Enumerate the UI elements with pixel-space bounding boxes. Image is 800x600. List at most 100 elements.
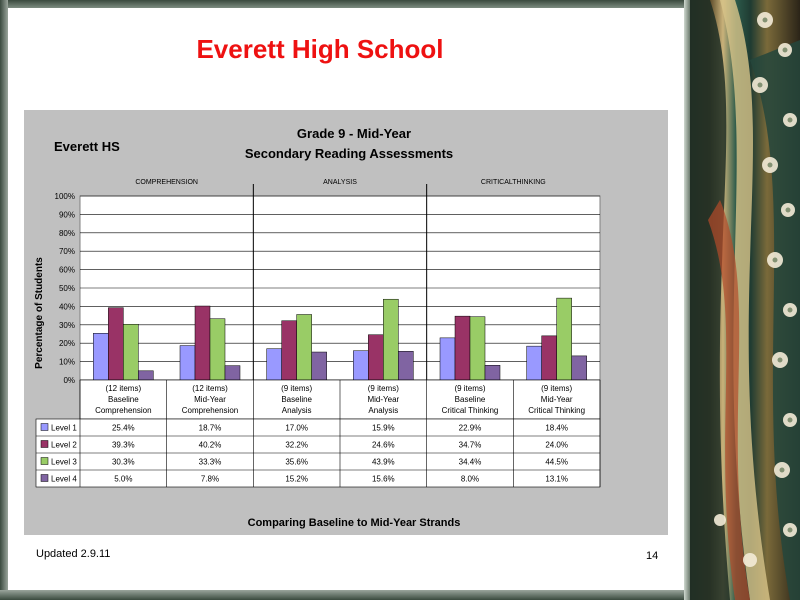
table-cell-value: 43.9% [372,458,395,467]
table-cell-value: 25.4% [112,424,135,433]
bar-level-4 [571,355,587,381]
table-cell-value: 40.2% [199,441,222,450]
y-tick-label: 40% [59,302,75,311]
table-cell-value: 13.1% [545,475,568,484]
y-tick-label: 100% [55,192,75,201]
bar-level-3 [469,316,486,381]
y-tick-label: 90% [59,210,75,219]
bar-level-2 [541,335,557,381]
category-label: (9 items) [454,384,485,393]
category-label: Comprehension [182,406,238,415]
legend-swatch [40,474,49,482]
y-tick-label: 60% [59,266,75,275]
frame-divider [684,0,690,600]
table-cell-value: 15.9% [372,424,395,433]
table-cell-value: 24.6% [372,441,395,450]
bar-level-1 [266,348,282,381]
bar-level-1 [93,333,109,381]
table-cell-value: 18.7% [199,424,222,433]
table-cell-value: 39.3% [112,441,135,450]
table-cell-value: 30.3% [112,458,135,467]
y-axis-ticks: 0% 10% 20% 30% 40% 50% 60% 70% 80% 90% 100% [55,192,75,385]
table-cell-value: 24.0% [545,441,568,450]
bar-level-3 [383,298,399,381]
table-cell-value: 34.7% [459,441,482,450]
category-label: Mid-Year [194,395,226,404]
y-tick-label: 70% [59,247,75,256]
section-label: CRITICALTHINKING [481,179,546,186]
legend-label: Level 1 [51,424,77,433]
bar-level-3 [123,323,139,381]
bar-level-2 [368,334,384,381]
page-number: 14 [646,550,659,562]
legend-swatch [40,440,49,448]
table-cell-value: 8.0% [461,475,479,484]
y-tick-label: 80% [59,229,75,238]
category-label: (9 items) [541,384,572,393]
section-dividers [252,184,428,380]
bar-level-3 [209,318,226,381]
bar-level-4 [224,365,241,381]
decorative-side-panel [690,0,800,600]
category-label: Baseline [108,395,139,404]
bar-level-2 [108,307,124,381]
category-label: Analysis [282,406,312,415]
table-cell-value: 15.2% [285,475,308,484]
section-labels: COMPREHENSION ANALYSIS CRITICALTHINKING [135,179,545,186]
bar-level-3 [556,297,572,381]
frame-bottom-border [0,590,690,600]
chart-area: Everett HS Grade 9 - Mid-Year Secondary … [24,110,668,535]
bar-level-3 [296,314,312,381]
category-label: (9 items) [368,384,399,393]
category-label: Baseline [281,395,312,404]
table-cell-value: 15.6% [372,475,395,484]
bar-chart: Everett HS Grade 9 - Mid-Year Secondary … [34,126,601,529]
category-label: Critical Thinking [528,406,585,415]
bars [93,297,587,381]
slide-title: Everett High School [196,34,444,64]
bar-level-4 [311,351,327,381]
table-cell-value: 44.5% [545,458,568,467]
frame-left-border [0,0,8,600]
table-cell-value: 18.4% [545,424,568,433]
bar-level-1 [439,337,456,381]
table-cell-value: 32.2% [285,441,308,450]
bar-level-4 [398,351,414,381]
y-tick-label: 10% [59,358,75,367]
table-cell-value: 17.0% [285,424,308,433]
legend-swatch [40,423,49,431]
bar-level-2 [454,315,471,381]
legend-swatch [40,457,49,465]
floral-pattern-image [690,0,800,600]
category-label: Mid-Year [367,395,399,404]
y-axis-label: Percentage of Students [34,257,45,369]
category-label: Baseline [455,395,486,404]
category-label: Critical Thinking [442,406,499,415]
category-label: (9 items) [281,384,312,393]
category-label: Analysis [368,406,398,415]
section-label: ANALYSIS [323,179,357,186]
chart-title-line2: Secondary Reading Assessments [245,146,453,161]
table-cell-value: 22.9% [459,424,482,433]
legend-label: Level 4 [51,475,77,484]
y-tick-label: 50% [59,284,75,293]
bar-level-1 [353,350,369,381]
bar-level-1 [179,345,196,381]
bar-level-4 [484,365,501,381]
category-label: Mid-Year [541,395,573,404]
category-label: (12 items) [106,384,142,393]
x-axis-label: Comparing Baseline to Mid-Year Strands [248,517,461,529]
legend-label: Level 2 [51,441,77,450]
bar-level-2 [281,320,297,381]
bar-level-4 [138,370,154,381]
frame-top-border [0,0,690,8]
table-cell-value: 5.0% [114,475,132,484]
y-tick-label: 30% [59,321,75,330]
chart-title-line1: Grade 9 - Mid-Year [297,126,411,141]
bar-level-2 [194,305,211,381]
legend-label: Level 3 [51,458,77,467]
table-cell-value: 34.4% [459,458,482,467]
table-cell-value: 35.6% [285,458,308,467]
y-tick-label: 0% [63,376,75,385]
